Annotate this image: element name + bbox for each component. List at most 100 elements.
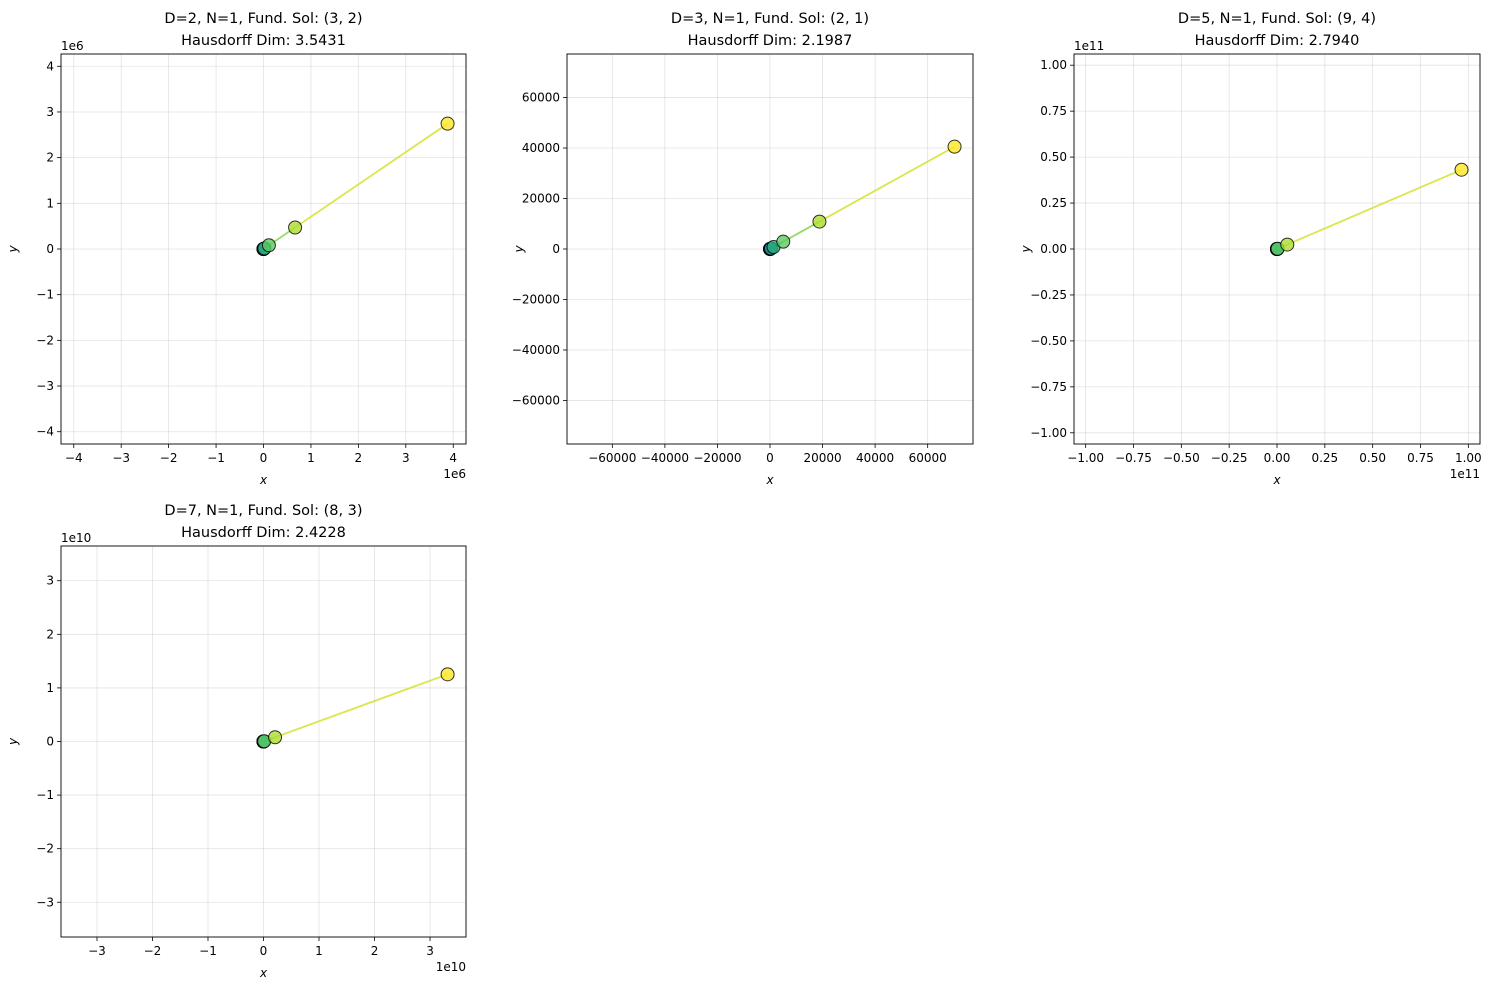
series-segment <box>1287 170 1461 245</box>
y-tick-label: 20000 <box>522 192 560 206</box>
x-tick-label: −1 <box>199 944 217 958</box>
x-tick-label: 2 <box>371 944 379 958</box>
data-point <box>1281 238 1294 251</box>
y-tick-label: −2 <box>36 842 54 856</box>
x-tick-label: −40000 <box>641 451 689 465</box>
x-tick-label: 0 <box>260 944 268 958</box>
y-tick-label: −1 <box>36 288 54 302</box>
x-tick-label: −1.00 <box>1067 451 1104 465</box>
y-tick-label: 0 <box>46 242 54 256</box>
x-tick-label: 0.25 <box>1311 451 1338 465</box>
x-tick-label: 1.00 <box>1455 451 1482 465</box>
y-tick-label: −40000 <box>512 343 560 357</box>
y-offset-label: 1e6 <box>61 39 84 53</box>
y-tick-label: −1.00 <box>1030 426 1067 440</box>
y-tick-label: −20000 <box>512 292 560 306</box>
data-point <box>777 235 790 248</box>
y-axis-label: y <box>1019 245 1033 254</box>
subplot-3: −1.00−1.00 −0.75 −0.75 −0.50 −0.50 −0.25 −0.25… <box>1019 11 1482 487</box>
x-axis-label: x <box>765 473 774 487</box>
y-tick-label: −0.75 <box>1030 380 1067 394</box>
y-tick-label: 0 <box>46 735 54 749</box>
y-offset-label: 1e11 <box>1074 39 1104 53</box>
data-point <box>813 215 826 228</box>
data-point <box>1455 163 1468 176</box>
x-tick-label: 60000 <box>909 451 947 465</box>
y-tick-label: 1.00 <box>1040 58 1067 72</box>
x-tick-label: −20000 <box>693 451 741 465</box>
x-axis-label: x <box>259 966 268 980</box>
y-tick-label: 3 <box>46 574 54 588</box>
y-tick-label: −1 <box>36 788 54 802</box>
x-tick-label: 0.75 <box>1407 451 1434 465</box>
y-offset-label: 1e10 <box>61 531 91 545</box>
data-point <box>441 668 454 681</box>
x-tick-label: 20000 <box>803 451 841 465</box>
y-tick-label: −0.50 <box>1030 334 1067 348</box>
y-tick-label: −4 <box>36 425 54 439</box>
y-tick-label: 0.50 <box>1040 150 1067 164</box>
x-offset-label: 1e10 <box>436 960 466 974</box>
data-point <box>262 239 275 252</box>
y-tick-label: 3 <box>46 105 54 119</box>
data-point <box>269 731 282 744</box>
plot-subtitle: Hausdorff Dim: 2.1987 <box>688 33 853 49</box>
series-segment <box>275 674 448 737</box>
y-tick-label: 0.75 <box>1040 104 1067 118</box>
data-point <box>948 140 961 153</box>
y-tick-label: −60000 <box>512 393 560 407</box>
series-segment <box>819 147 954 222</box>
x-axis-label: x <box>259 473 268 487</box>
x-tick-label: −3 <box>112 451 130 465</box>
x-tick-label: 1 <box>315 944 323 958</box>
y-tick-label: 60000 <box>522 91 560 105</box>
x-tick-label: −0.75 <box>1115 451 1152 465</box>
x-tick-label: 1 <box>307 451 315 465</box>
x-tick-label: 4 <box>449 451 457 465</box>
x-tick-label: 2 <box>355 451 363 465</box>
x-offset-label: 1e6 <box>443 467 466 481</box>
plot-title: D=5, N=1, Fund. Sol: (9, 4) <box>1178 11 1376 27</box>
y-axis-label: y <box>6 245 20 254</box>
y-tick-label: 2 <box>46 627 54 641</box>
data-point <box>441 117 454 130</box>
plot-title: D=7, N=1, Fund. Sol: (8, 3) <box>164 503 362 519</box>
y-tick-label: 40000 <box>522 141 560 155</box>
x-tick-label: −60000 <box>588 451 636 465</box>
plot-subtitle: Hausdorff Dim: 2.4228 <box>181 525 346 541</box>
y-tick-label: −0.25 <box>1030 288 1067 302</box>
plot-subtitle: Hausdorff Dim: 2.7940 <box>1195 33 1360 49</box>
x-tick-label: −0.25 <box>1211 451 1248 465</box>
x-tick-label: −3 <box>88 944 106 958</box>
x-tick-label: −1 <box>207 451 225 465</box>
data-point <box>289 221 302 234</box>
y-axis-label: y <box>512 245 526 254</box>
y-tick-label: 0.00 <box>1040 242 1067 256</box>
x-tick-label: −4 <box>65 451 83 465</box>
subplot-2: −60000 −60000 −40000 −40000 −20000 −20000 0 0 20… <box>512 11 973 487</box>
y-axis-label: y <box>6 737 20 746</box>
plot-subtitle: Hausdorff Dim: 3.5431 <box>181 33 346 49</box>
y-tick-label: 1 <box>46 196 54 210</box>
y-tick-label: 0 <box>552 242 560 256</box>
x-tick-label: 0 <box>260 451 268 465</box>
x-tick-label: 0 <box>766 451 774 465</box>
plot-title: D=2, N=1, Fund. Sol: (3, 2) <box>164 11 362 27</box>
y-tick-label: −2 <box>36 333 54 347</box>
y-tick-label: 2 <box>46 151 54 165</box>
x-offset-label: 1e11 <box>1450 467 1480 481</box>
y-tick-label: −3 <box>36 895 54 909</box>
x-tick-label: 0.00 <box>1264 451 1291 465</box>
y-tick-label: 0.25 <box>1040 196 1067 210</box>
x-tick-label: −0.50 <box>1163 451 1200 465</box>
series-segment <box>295 124 448 228</box>
x-tick-label: −2 <box>160 451 178 465</box>
y-tick-label: 1 <box>46 681 54 695</box>
x-tick-label: 40000 <box>856 451 894 465</box>
plot-title: D=3, N=1, Fund. Sol: (2, 1) <box>671 11 869 27</box>
x-tick-label: 0.50 <box>1359 451 1386 465</box>
x-tick-label: −2 <box>144 944 162 958</box>
